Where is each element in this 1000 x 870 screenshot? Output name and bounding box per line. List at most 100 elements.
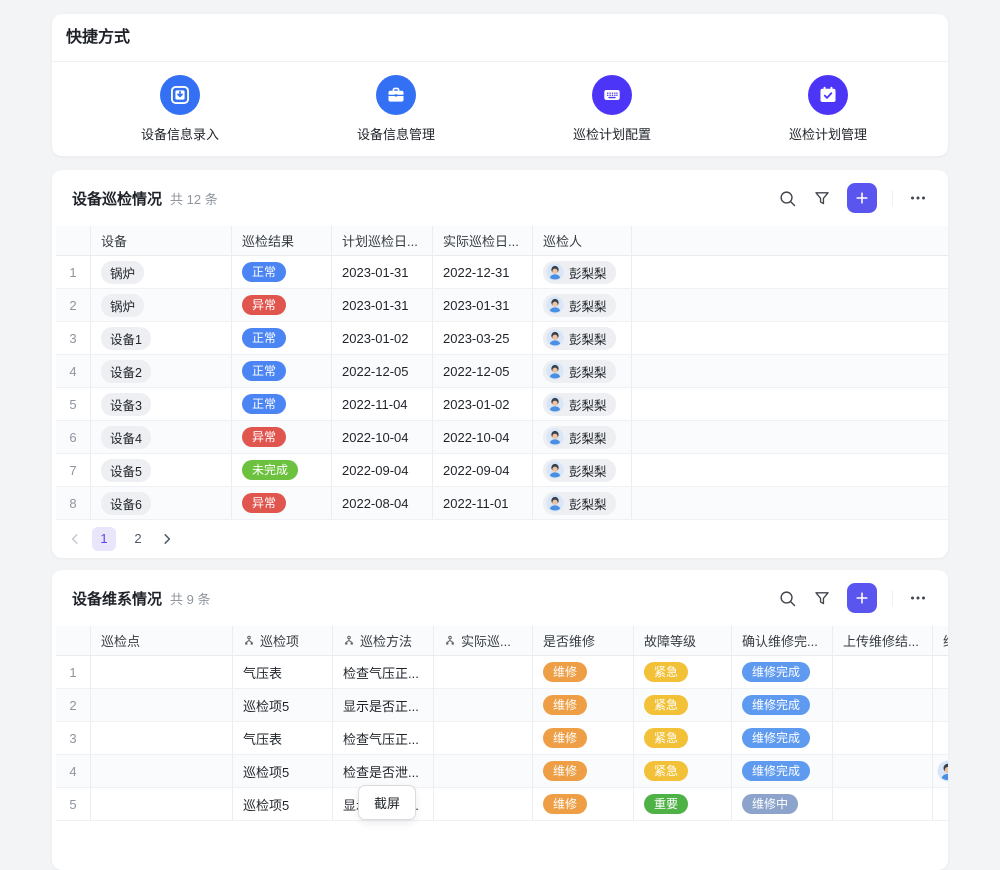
cell-actual-date[interactable]: 2022-12-31 (433, 256, 533, 288)
cell-confirm-repair[interactable]: 维修完成 (732, 722, 833, 754)
cell-inspection-point[interactable] (91, 722, 233, 754)
cell-upload-result[interactable] (833, 788, 933, 820)
cell-upload-result[interactable] (833, 722, 933, 754)
filter-icon[interactable] (812, 588, 832, 608)
column-header[interactable]: 巡检点 (91, 626, 233, 655)
cell-planned-date[interactable]: 2022-09-04 (332, 454, 433, 486)
add-record-button[interactable] (847, 583, 877, 613)
cell-repair[interactable]: 维修 (533, 755, 634, 787)
cell-device[interactable]: 锅炉 (91, 289, 232, 321)
cell-actual-date[interactable]: 2022-09-04 (433, 454, 533, 486)
cell-upload-result[interactable] (833, 656, 933, 688)
cell-inspection-item[interactable]: 巡检项5 (233, 689, 333, 721)
cell-inspection-point[interactable] (91, 755, 233, 787)
cell-upload-result[interactable] (833, 755, 933, 787)
cell-inspector[interactable]: 彭梨梨 (533, 256, 632, 288)
cell-inspection-point[interactable] (91, 689, 233, 721)
cell-actual[interactable] (434, 656, 533, 688)
cell-planned-date[interactable]: 2022-08-04 (332, 487, 433, 519)
cell-fault-level[interactable]: 紧急 (634, 755, 732, 787)
cell-inspection-item[interactable]: 巡检项5 (233, 788, 333, 820)
column-header[interactable]: 故障等级 (634, 626, 732, 655)
shortcut-device-info-entry[interactable]: 设备信息录入 (72, 74, 288, 143)
cell-result[interactable]: 异常 (232, 289, 332, 321)
more-button[interactable] (908, 588, 928, 608)
cell-inspection-method[interactable]: 显示是否正... (333, 689, 434, 721)
cell-actual[interactable] (434, 788, 533, 820)
cell-actual-date[interactable]: 2022-10-04 (433, 421, 533, 453)
cell-planned-date[interactable]: 2022-12-05 (332, 355, 433, 387)
add-record-button[interactable] (847, 183, 877, 213)
cell-upload-result[interactable] (833, 689, 933, 721)
cell-inspection-point[interactable] (91, 656, 233, 688)
prev-page-button[interactable] (68, 532, 82, 546)
cell-inspection-item[interactable]: 气压表 (233, 656, 333, 688)
cell-actual-date[interactable]: 2022-11-01 (433, 487, 533, 519)
cell-device[interactable]: 设备1 (91, 322, 232, 354)
cell-result[interactable]: 未完成 (232, 454, 332, 486)
cell-repair[interactable]: 维修 (533, 656, 634, 688)
column-header[interactable]: 确认维修完... (732, 626, 833, 655)
cell-result[interactable]: 异常 (232, 487, 332, 519)
cell-planned-date[interactable]: 2023-01-02 (332, 322, 433, 354)
search-icon[interactable] (777, 588, 797, 608)
cell-repair-worker[interactable] (933, 755, 948, 787)
cell-actual-date[interactable]: 2023-03-25 (433, 322, 533, 354)
cell-inspector[interactable]: 彭梨梨 (533, 454, 632, 486)
column-header[interactable]: 实际巡检日... (433, 226, 533, 255)
cell-inspector[interactable]: 彭梨梨 (533, 421, 632, 453)
cell-inspection-point[interactable] (91, 788, 233, 820)
column-header[interactable]: 巡检人 (533, 226, 632, 255)
filter-icon[interactable] (812, 188, 832, 208)
cell-device[interactable]: 设备3 (91, 388, 232, 420)
column-header[interactable]: 计划巡检日... (332, 226, 433, 255)
cell-confirm-repair[interactable]: 维修完成 (732, 656, 833, 688)
cell-actual[interactable] (434, 722, 533, 754)
more-button[interactable] (908, 188, 928, 208)
cell-inspection-method[interactable]: 检查气压正... (333, 722, 434, 754)
cell-repair[interactable]: 维修 (533, 788, 634, 820)
shortcut-device-info-manage[interactable]: 设备信息管理 (288, 74, 504, 143)
column-header[interactable]: 上传维修结... (833, 626, 933, 655)
cell-fault-level[interactable]: 紧急 (634, 722, 732, 754)
cell-inspector[interactable]: 彭梨梨 (533, 289, 632, 321)
cell-confirm-repair[interactable]: 维修完成 (732, 755, 833, 787)
cell-confirm-repair[interactable]: 维修完成 (732, 689, 833, 721)
cell-fault-level[interactable]: 重要 (634, 788, 732, 820)
cell-device[interactable]: 设备2 (91, 355, 232, 387)
shortcut-inspection-plan-config[interactable]: 巡检计划配置 (504, 74, 720, 143)
cell-inspection-item[interactable]: 巡检项5 (233, 755, 333, 787)
cell-inspection-method[interactable]: 检查是否泄... (333, 755, 434, 787)
cell-repair[interactable]: 维修 (533, 722, 634, 754)
cell-inspection-method[interactable]: 检查气压正... (333, 656, 434, 688)
cell-inspector[interactable]: 彭梨梨 (533, 487, 632, 519)
cell-confirm-repair[interactable]: 维修中 (732, 788, 833, 820)
cell-repair-worker[interactable] (933, 722, 948, 754)
cell-device[interactable]: 设备6 (91, 487, 232, 519)
column-header[interactable]: 巡检方法 (333, 626, 434, 655)
cell-repair[interactable]: 维修 (533, 689, 634, 721)
cell-planned-date[interactable]: 2022-11-04 (332, 388, 433, 420)
cell-actual[interactable] (434, 755, 533, 787)
column-header[interactable]: 设备 (91, 226, 232, 255)
column-header[interactable]: 实际巡... (434, 626, 533, 655)
cell-planned-date[interactable]: 2022-10-04 (332, 421, 433, 453)
cell-actual-date[interactable]: 2022-12-05 (433, 355, 533, 387)
cell-device[interactable]: 设备5 (91, 454, 232, 486)
cell-inspector[interactable]: 彭梨梨 (533, 322, 632, 354)
cell-planned-date[interactable]: 2023-01-31 (332, 289, 433, 321)
cell-result[interactable]: 正常 (232, 256, 332, 288)
column-header[interactable]: 是否维修 (533, 626, 634, 655)
cell-repair-worker[interactable] (933, 788, 948, 820)
cell-result[interactable]: 正常 (232, 322, 332, 354)
cell-actual[interactable] (434, 689, 533, 721)
cell-actual-date[interactable]: 2023-01-02 (433, 388, 533, 420)
column-header[interactable]: 巡检结果 (232, 226, 332, 255)
cell-planned-date[interactable]: 2023-01-31 (332, 256, 433, 288)
cell-device[interactable]: 锅炉 (91, 256, 232, 288)
cell-result[interactable]: 正常 (232, 388, 332, 420)
search-icon[interactable] (777, 188, 797, 208)
page-button-1[interactable]: 1 (92, 526, 116, 551)
shortcut-inspection-plan-manage[interactable]: 巡检计划管理 (720, 74, 936, 143)
cell-actual-date[interactable]: 2023-01-31 (433, 289, 533, 321)
